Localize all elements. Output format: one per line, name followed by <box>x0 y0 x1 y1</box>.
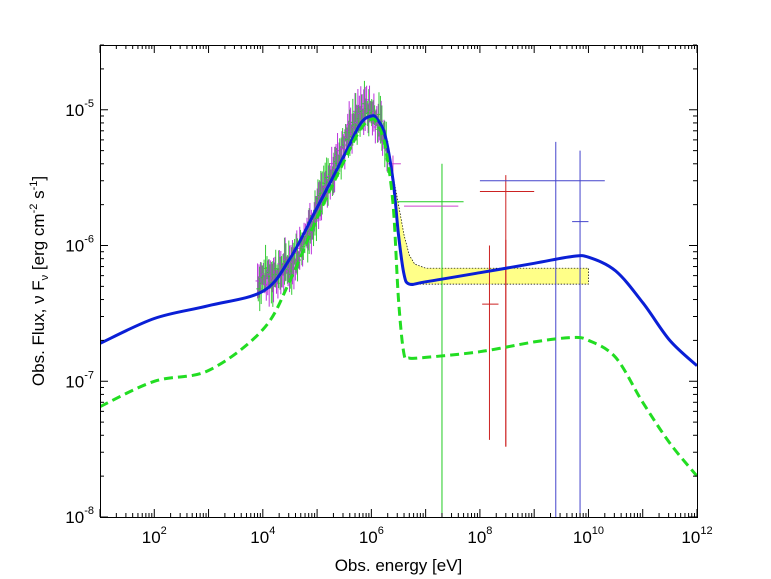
x-tick-exp: 6 <box>378 525 384 537</box>
x-tick-label: 102 <box>142 525 167 547</box>
y-tick-base: 10 <box>65 237 84 256</box>
series-layer <box>100 114 697 478</box>
y-tick-base: 10 <box>65 372 84 391</box>
errorbar-layer <box>387 141 605 517</box>
x-tick-base: 10 <box>250 528 269 547</box>
y-label-nu: ν <box>29 295 48 304</box>
x-tick-base: 10 <box>573 528 592 547</box>
x-tick-label: 108 <box>467 525 492 547</box>
x-tick-exp: 8 <box>486 525 492 537</box>
blue-point-1 <box>479 141 605 517</box>
x-tick-exp: 2 <box>161 525 167 537</box>
y-label-prefix: Obs. Flux, <box>29 304 48 386</box>
x-tick-base: 10 <box>142 528 161 547</box>
x-axis-label: Obs. energy [eV] <box>335 556 463 575</box>
y-tick-label: 10-7 <box>65 369 94 391</box>
x-tick-label: 1010 <box>573 525 604 547</box>
y-label-exp1: -2 <box>28 204 40 214</box>
y-label-unit-open: [erg cm <box>29 213 48 274</box>
model-total <box>100 114 697 367</box>
y-tick-label: 10-8 <box>65 505 94 527</box>
y-label-sub: ν <box>39 274 51 280</box>
y-tick-base: 10 <box>65 101 84 120</box>
band-layer <box>392 175 589 285</box>
plot-frame <box>100 45 698 518</box>
y-tick-exp: -5 <box>84 98 94 110</box>
x-tick-exp: 4 <box>269 525 275 537</box>
y-tick-exp: -7 <box>84 369 94 381</box>
y-axis-label: Obs. Flux, ν Fν [erg cm-2 s-1] <box>28 176 51 386</box>
y-label-f: F <box>29 280 48 295</box>
x-tick-base: 10 <box>359 528 378 547</box>
x-tick-label: 106 <box>359 525 384 547</box>
y-tick-base: 10 <box>65 508 84 527</box>
x-tick-label: 104 <box>250 525 275 547</box>
model-component <box>100 117 697 478</box>
green-point-1 <box>397 163 464 517</box>
x-tick-label: 1012 <box>681 525 712 547</box>
y-tick-label: 10-5 <box>65 98 94 120</box>
y-label-unit-close: ] <box>29 176 48 181</box>
y-tick-label: 10-6 <box>65 234 94 256</box>
x-tick-exp: 12 <box>700 525 712 537</box>
y-tick-exp: -8 <box>84 505 94 517</box>
uncertainty-band <box>392 175 589 285</box>
red-point-2 <box>482 245 499 440</box>
y-tick-exp: -6 <box>84 234 94 246</box>
blue-point-2 <box>572 150 589 517</box>
x-tick-base: 10 <box>681 528 700 547</box>
tick-layer <box>99 44 698 518</box>
y-label-exp2: -1 <box>28 181 40 191</box>
x-tick-base: 10 <box>467 528 486 547</box>
x-tick-exp: 10 <box>592 525 604 537</box>
y-label-unit-mid: s <box>29 190 48 203</box>
